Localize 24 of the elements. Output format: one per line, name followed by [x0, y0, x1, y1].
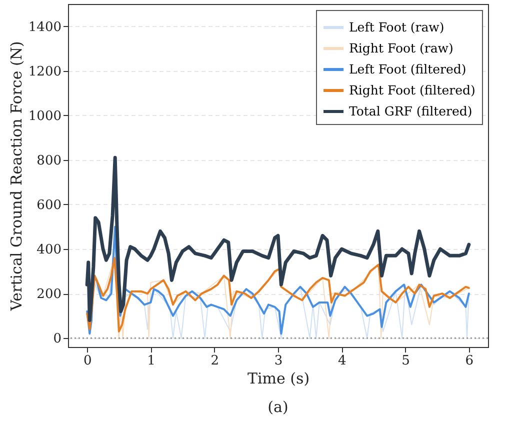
legend-label: Total GRF (filtered) — [349, 104, 472, 118]
y-tick-label: 0 — [53, 332, 62, 347]
line-series — [85, 156, 471, 322]
y-tick-label: 400 — [36, 242, 62, 258]
x-axis-title: Time (s) — [247, 370, 310, 388]
legend-label: Left Foot (filtered) — [349, 62, 466, 76]
y-tick-label: 1400 — [28, 20, 62, 35]
y-tick-label: 1200 — [28, 64, 62, 80]
x-tick-label: 5 — [402, 354, 410, 368]
text: (a) — [268, 398, 288, 416]
x-tick-label: 0 — [83, 354, 92, 368]
y-tick-label: 1000 — [28, 108, 62, 124]
x-tick-label: 3 — [274, 354, 283, 368]
x-tick-label: 1 — [147, 354, 156, 368]
y-axis-title: Vertical Ground Reaction Force (N) — [7, 41, 26, 312]
legend-label: Right Foot (raw) — [349, 40, 454, 56]
y-tick-label: 800 — [36, 153, 62, 168]
x-tick-label: 6 — [465, 354, 474, 368]
x-tick-label: 2 — [210, 354, 220, 368]
legend-label: Left Foot (raw) — [349, 20, 444, 34]
legend-label: Right Foot (filtered) — [349, 82, 476, 98]
x-tick-label: 4 — [338, 354, 346, 368]
y-tick-label: 600 — [36, 198, 62, 213]
y-tick-label: 200 — [36, 287, 62, 302]
